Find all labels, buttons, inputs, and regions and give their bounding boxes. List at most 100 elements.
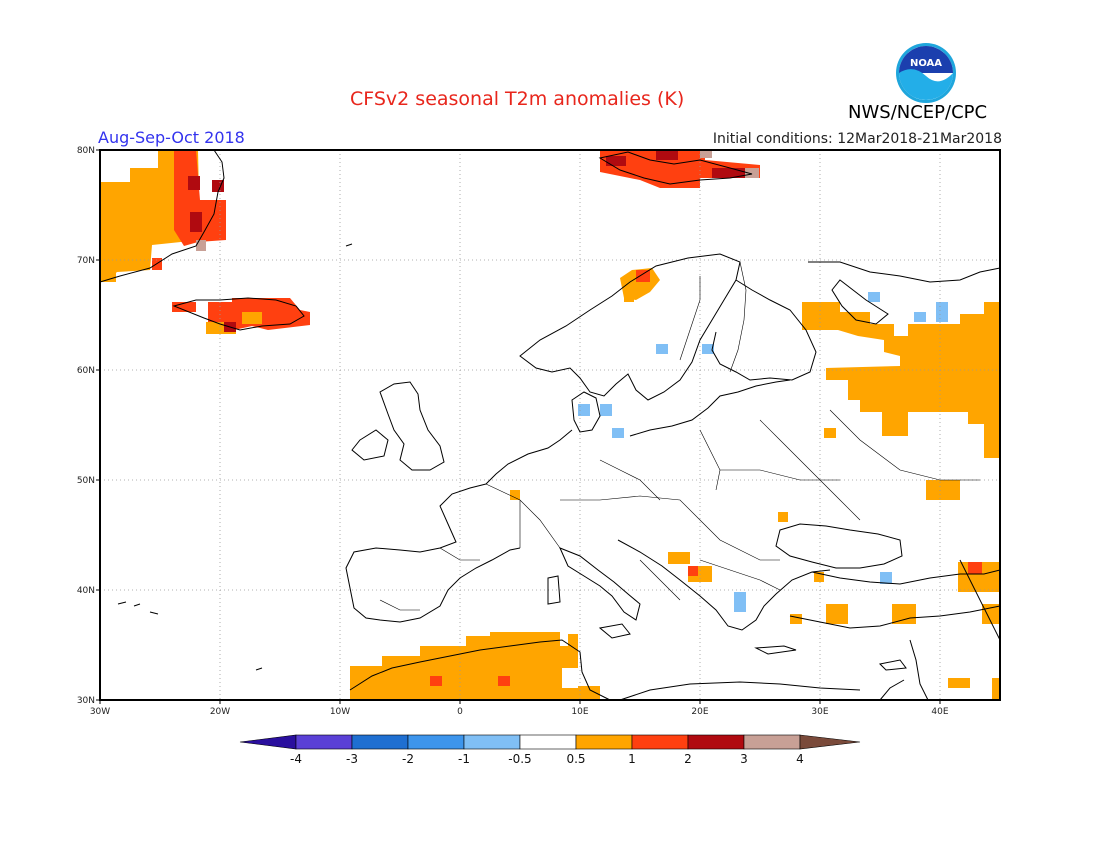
sicily bbox=[598, 623, 631, 639]
anomaly-mideast-hot bbox=[968, 562, 982, 574]
anomaly-cool bbox=[868, 292, 880, 302]
anomaly-fill bbox=[100, 150, 1000, 700]
map-frame bbox=[99, 149, 1001, 701]
iceland-coast bbox=[172, 297, 305, 331]
lon-label: 40E bbox=[931, 707, 948, 717]
colorbar-swatch bbox=[239, 734, 297, 750]
cyprus bbox=[878, 659, 907, 671]
anomaly-cool bbox=[702, 344, 714, 354]
colorbar-swatch bbox=[631, 734, 689, 750]
anomaly-turkey bbox=[814, 572, 824, 582]
anomaly-greenland-hot bbox=[174, 150, 226, 246]
red-sea bbox=[879, 679, 905, 701]
anomaly-cool bbox=[914, 312, 926, 322]
anomaly-arabia bbox=[992, 678, 1000, 700]
colorbar-label: -0.5 bbox=[508, 752, 531, 766]
lon-ticks bbox=[99, 700, 941, 704]
white-sea bbox=[808, 261, 1001, 283]
azores bbox=[117, 601, 159, 615]
anomaly-svalbard-extreme bbox=[700, 150, 712, 158]
coastlines bbox=[99, 149, 1001, 701]
anomaly-balkans-hot bbox=[688, 566, 698, 576]
colorbar-label: -4 bbox=[290, 752, 302, 766]
anomaly-med bbox=[790, 614, 802, 624]
anomaly-baltic bbox=[624, 292, 634, 302]
lon-label: 20E bbox=[691, 707, 708, 717]
anomaly-cool bbox=[936, 302, 948, 322]
anomaly-med bbox=[892, 604, 916, 624]
colorbar-label: 0.5 bbox=[566, 752, 585, 766]
british-isles bbox=[351, 381, 445, 471]
anomaly-cool bbox=[734, 592, 746, 612]
anomaly-ukraine-warm bbox=[778, 512, 788, 522]
anomaly-cool bbox=[612, 428, 624, 438]
france-iberia bbox=[345, 483, 521, 623]
colorbar-swatch bbox=[687, 734, 745, 750]
lon-label: 10W bbox=[330, 707, 350, 717]
sardinia bbox=[547, 575, 561, 605]
baltic-coast bbox=[629, 379, 791, 437]
lat-label: 30N bbox=[77, 696, 95, 706]
colorbar-label: 4 bbox=[796, 752, 804, 766]
colorbar-swatch bbox=[799, 734, 861, 750]
anomaly-svalbard-extreme bbox=[745, 168, 759, 178]
greenland-coast bbox=[99, 149, 225, 283]
lon-label: 10E bbox=[571, 707, 588, 717]
anomaly-cool bbox=[656, 344, 668, 354]
map-title: CFSv2 seasonal T2m anomalies (K) bbox=[350, 88, 685, 110]
colorbar-label: -1 bbox=[458, 752, 470, 766]
colorbar-swatch bbox=[295, 734, 353, 750]
anomaly-africa-warm bbox=[568, 634, 578, 646]
colorbar-swatch bbox=[463, 734, 521, 750]
anomaly-greenland-dark bbox=[212, 180, 224, 192]
anomaly-greenland-extreme bbox=[196, 240, 206, 251]
anomaly-cool bbox=[880, 572, 892, 584]
anomaly-russia bbox=[802, 302, 1000, 458]
anomaly-norway-hot bbox=[636, 270, 650, 282]
anomaly-svalbard-dark bbox=[606, 156, 626, 166]
lat-label: 70N bbox=[77, 256, 95, 266]
crete bbox=[754, 645, 797, 655]
black-sea bbox=[775, 523, 903, 569]
anomaly-africa-hot bbox=[498, 676, 510, 686]
anomaly-cool bbox=[578, 404, 590, 416]
anomaly-svalbard-dark bbox=[656, 150, 678, 160]
lon-label: 30E bbox=[811, 707, 828, 717]
adriatic-balkans bbox=[617, 539, 831, 631]
lon-label: 30W bbox=[90, 707, 110, 717]
denmark bbox=[571, 391, 601, 433]
italy bbox=[559, 547, 641, 621]
svalbard-coast bbox=[598, 151, 753, 185]
lon-label: 0 bbox=[457, 707, 463, 717]
lat-label: 50N bbox=[77, 476, 95, 486]
map-background bbox=[100, 150, 1000, 700]
turkey-south bbox=[789, 605, 1001, 629]
colorbar-swatch bbox=[351, 734, 409, 750]
turkey bbox=[811, 569, 1001, 585]
agency-label: NWS/NCEP/CPC bbox=[848, 102, 988, 123]
lat-label: 40N bbox=[77, 586, 95, 596]
colorbar-swatch bbox=[407, 734, 465, 750]
colorbar-label: -2 bbox=[402, 752, 414, 766]
anomaly-russia-warm bbox=[824, 428, 836, 438]
madeira bbox=[255, 667, 263, 671]
colorbar-swatch bbox=[575, 734, 633, 750]
north-africa-coast bbox=[349, 639, 611, 701]
anomaly-greenland-dark bbox=[188, 176, 200, 190]
lon-label: 20W bbox=[210, 707, 230, 717]
anomaly-balkans bbox=[668, 552, 690, 564]
north-sea-coast bbox=[485, 429, 573, 485]
anomaly-greenland-dark bbox=[190, 212, 202, 232]
noaa-logo: NOAA bbox=[896, 43, 956, 103]
colorbar-label: 2 bbox=[684, 752, 692, 766]
anomaly-russia-warm bbox=[926, 480, 960, 500]
finland-russia-coast bbox=[711, 279, 817, 381]
kola-peninsula bbox=[831, 279, 889, 325]
logo-text: NOAA bbox=[910, 58, 942, 69]
caspian bbox=[959, 559, 1001, 641]
colorbar-label: 3 bbox=[740, 752, 748, 766]
colorbar-label: -3 bbox=[346, 752, 358, 766]
anomaly-north-africa bbox=[350, 632, 578, 700]
faroe bbox=[345, 243, 353, 247]
